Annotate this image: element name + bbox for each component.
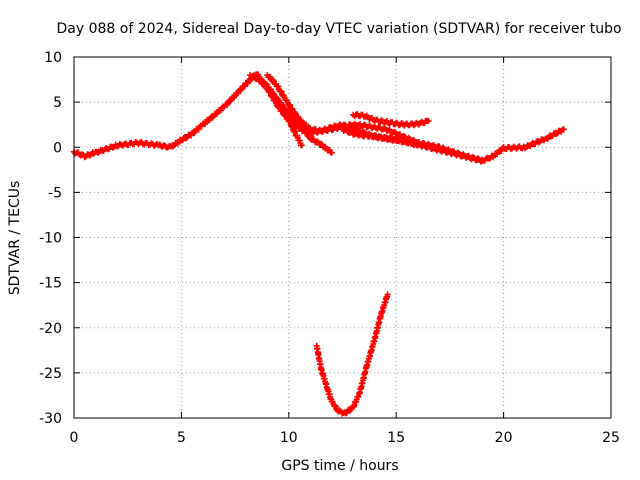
x-tick-label: 25 bbox=[602, 430, 620, 446]
y-tick-label: 0 bbox=[53, 140, 62, 156]
x-tick-label: 20 bbox=[495, 430, 513, 446]
x-tick-label: 5 bbox=[177, 430, 186, 446]
series-markers bbox=[255, 75, 305, 149]
y-tick-label: -10 bbox=[39, 231, 62, 247]
x-tick-label: 0 bbox=[70, 430, 79, 446]
series-track-7 bbox=[313, 291, 391, 417]
data-layer bbox=[71, 71, 567, 417]
grid-layer bbox=[74, 57, 611, 418]
series-track-2 bbox=[247, 72, 335, 156]
y-tick-label: 5 bbox=[53, 95, 62, 111]
y-tick-label: -5 bbox=[48, 185, 62, 201]
series-markers bbox=[339, 126, 421, 149]
series-markers bbox=[313, 291, 391, 417]
y-tick-label: -25 bbox=[39, 366, 62, 382]
y-tick-label: -20 bbox=[39, 321, 62, 337]
x-tick-label: 10 bbox=[280, 430, 298, 446]
chart-title: Day 088 of 2024, Sidereal Day-to-day VTE… bbox=[56, 21, 621, 37]
series-markers bbox=[350, 111, 432, 129]
y-axis-label: SDTVAR / TECUs bbox=[7, 181, 23, 296]
series-track-5 bbox=[339, 126, 421, 149]
y-tick-label: -15 bbox=[39, 276, 62, 292]
series-track-6 bbox=[350, 111, 432, 129]
x-axis-label: GPS time / hours bbox=[281, 458, 398, 474]
y-tick-label: -30 bbox=[39, 411, 62, 427]
series-track-1-main bbox=[71, 71, 567, 165]
series-track-3 bbox=[255, 75, 305, 149]
plot-frame bbox=[73, 56, 612, 419]
y-tick-label: 10 bbox=[44, 50, 62, 66]
series-markers bbox=[71, 71, 567, 165]
series-markers bbox=[247, 72, 335, 156]
x-tick-label: 15 bbox=[387, 430, 405, 446]
